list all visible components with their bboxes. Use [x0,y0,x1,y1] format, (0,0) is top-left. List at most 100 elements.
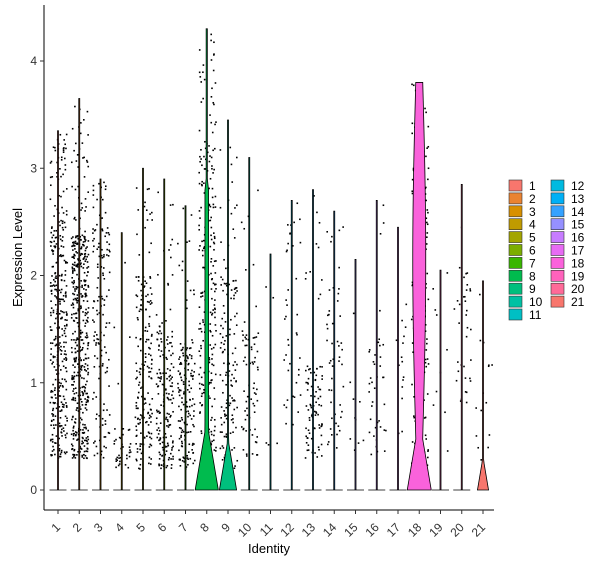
data-point [250,398,253,400]
data-point [138,254,141,256]
data-point [100,295,103,298]
data-point [169,423,172,426]
data-point [64,168,67,171]
data-point [339,315,342,317]
data-point [107,255,110,257]
data-point [209,177,212,180]
data-point [215,260,217,262]
data-point [245,344,248,347]
data-point [201,180,203,183]
data-point [101,256,104,259]
data-point [79,346,81,348]
data-point [71,377,74,379]
data-point [305,381,308,384]
data-point [425,365,428,368]
data-point [86,267,88,269]
data-point [213,54,215,56]
data-point [74,254,76,257]
data-point [106,409,108,411]
data-point [60,274,63,277]
data-point [166,442,169,445]
data-point [71,281,73,284]
data-point [147,392,149,394]
data-point [330,389,333,392]
data-point [465,391,468,394]
data-point [156,338,159,341]
data-point [71,445,74,447]
data-point [135,362,138,365]
data-point [178,437,181,440]
data-point [96,299,99,302]
data-point [75,142,77,145]
data-point [81,296,83,298]
data-point [75,285,78,288]
data-point [463,296,465,298]
data-point [337,425,340,427]
data-point [135,336,137,339]
data-point [459,400,462,402]
data-point [52,265,55,268]
data-point [383,429,386,431]
x-ticks: 1 2 3 4 5 6 7 8 9 10 11 12 13 14 15 16 17 18 19 20 21 [48,510,488,540]
data-point [72,432,75,435]
data-point [98,415,101,417]
data-point [487,446,489,449]
data-point [181,397,183,399]
data-point [82,319,85,322]
data-point [65,404,68,407]
data-point [73,449,75,452]
data-point [106,366,109,369]
x-tick-label: 14 [320,520,340,540]
data-point [139,308,142,311]
data-point [242,334,244,336]
data-point [352,398,355,400]
data-point [60,350,63,352]
data-point [244,336,247,339]
data-point [305,435,308,438]
data-point [79,445,81,448]
data-point [181,260,184,263]
data-point [55,317,57,320]
data-point [219,333,222,335]
data-point [83,271,86,274]
data-point [103,334,105,337]
data-point [193,293,195,296]
data-point [128,446,131,448]
data-point [231,373,233,376]
data-point [210,33,213,36]
data-point [53,240,55,243]
data-point [55,312,58,315]
data-point [74,341,77,344]
data-point [165,436,167,439]
data-point [212,265,215,267]
data-point [379,426,382,428]
data-point [60,425,63,427]
data-point [94,440,96,443]
data-point [83,457,85,460]
data-point [74,366,76,368]
data-point [96,263,99,266]
data-point [210,348,213,350]
data-point [74,242,77,245]
data-point [62,246,65,248]
data-point [167,336,169,338]
data-point [96,266,99,268]
data-point [256,436,259,438]
data-point [228,283,230,286]
data-point [187,431,190,433]
data-point [304,457,307,459]
data-point [203,371,206,374]
data-point [213,429,216,432]
data-point [101,298,104,300]
data-point [65,313,68,316]
data-point [186,307,188,310]
data-point [157,393,160,395]
data-point [52,401,55,404]
data-point [55,442,57,444]
data-point [74,418,77,420]
data-point [141,308,143,311]
data-point [457,370,460,373]
data-point [314,452,316,454]
data-point [76,243,78,246]
